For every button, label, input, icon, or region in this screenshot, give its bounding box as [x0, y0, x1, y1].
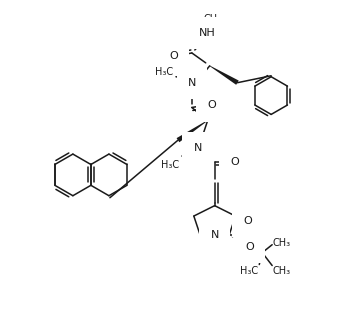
Text: H₃C: H₃C — [240, 267, 259, 276]
Text: N: N — [188, 78, 196, 88]
Text: H₃C: H₃C — [161, 160, 179, 170]
Text: CH₃: CH₃ — [204, 14, 222, 24]
Text: O: O — [243, 216, 252, 226]
Text: O: O — [245, 242, 254, 252]
Text: O: O — [230, 157, 239, 167]
Text: N: N — [211, 230, 219, 240]
Text: NH: NH — [199, 28, 216, 38]
Text: H₃C: H₃C — [155, 67, 173, 77]
Polygon shape — [210, 66, 239, 85]
Text: N: N — [194, 143, 202, 153]
Text: CH₃: CH₃ — [272, 267, 290, 276]
Text: O: O — [170, 51, 178, 61]
Text: CH₃: CH₃ — [272, 238, 290, 248]
Polygon shape — [177, 120, 208, 142]
Text: O: O — [207, 100, 216, 111]
